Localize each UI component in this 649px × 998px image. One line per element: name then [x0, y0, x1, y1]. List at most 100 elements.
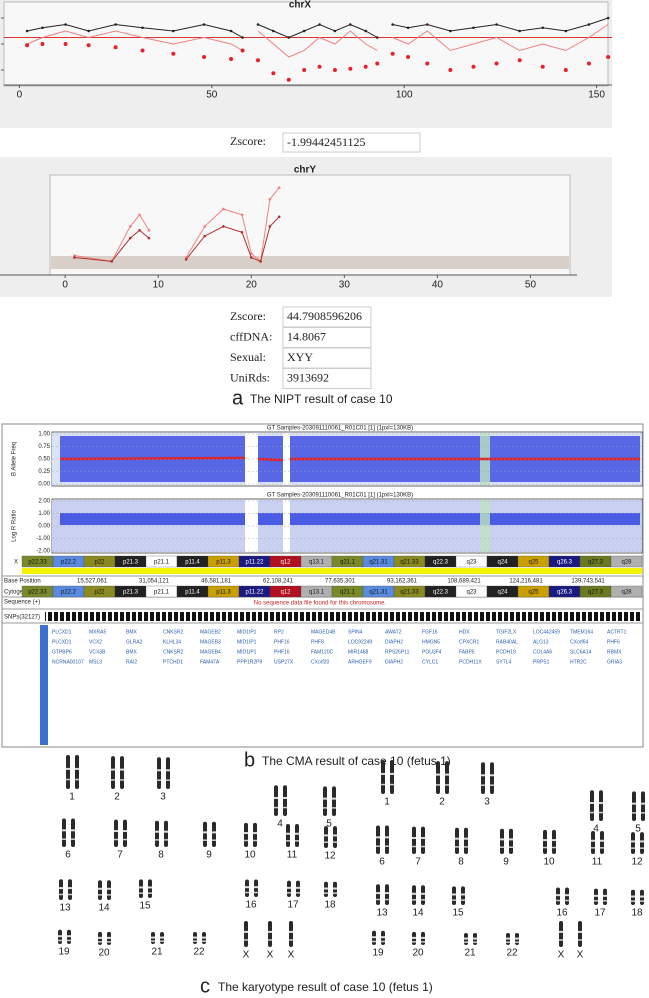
gene-name: PHF16: [274, 649, 290, 655]
chromosome-band: [98, 936, 102, 939]
chromosome-band: [253, 832, 257, 835]
chromosome: [244, 822, 248, 847]
chromosome-number: 12: [324, 851, 336, 862]
gene-name: PHF8: [311, 639, 324, 645]
chromosome-band: [324, 892, 328, 894]
chromosome-band: [157, 769, 161, 772]
series-point: [64, 23, 67, 26]
chromosome: [68, 879, 72, 900]
sequence-label: Sequence (+): [4, 600, 40, 606]
gene-name: BMX: [126, 649, 138, 655]
chromosome-band: [202, 940, 206, 942]
series-point: [541, 26, 545, 30]
chromosome: [333, 826, 337, 848]
ideogram-band-label: q21.31: [369, 560, 388, 566]
series-point: [517, 58, 522, 63]
chromosome-band: [324, 841, 328, 843]
chromosome-number: 7: [117, 850, 123, 861]
base-position: 108,689,421: [447, 579, 481, 585]
ideogram-band-label: q13.1: [309, 560, 325, 566]
chromosome-band: [212, 839, 216, 841]
chromosome-band: [66, 778, 70, 781]
gene-name: KLHL34: [163, 639, 181, 645]
series-point: [472, 26, 475, 30]
chromosome-band: [332, 807, 336, 809]
chry-title: chrY: [294, 165, 317, 176]
gene-name: CNKSR2: [163, 629, 184, 635]
chromosome-band: [543, 846, 547, 849]
chromosome-number: 10: [543, 857, 555, 868]
gene-name: GTPBP6: [52, 649, 72, 655]
chromosome-band: [412, 936, 416, 939]
chromosome-number: 7: [415, 857, 421, 868]
chromosome-number: 15: [452, 908, 464, 919]
chromosome-band: [244, 939, 248, 941]
chromosome-number: 5: [635, 824, 641, 835]
chromosome: [164, 820, 168, 847]
chromosome-band: [640, 847, 644, 849]
chromosome-band: [640, 840, 644, 843]
chromosome-band: [500, 846, 504, 848]
series-point: [138, 213, 141, 217]
chromosome-band: [385, 898, 389, 901]
chromosome: [556, 887, 560, 905]
chromosome: [148, 879, 152, 898]
chromosome-band: [376, 836, 380, 839]
chromosome-band: [473, 937, 477, 940]
chromosome-number: 18: [324, 900, 336, 911]
chromosome-band: [599, 801, 603, 804]
chromosome-band: [59, 893, 63, 896]
gene-name: PLCXD1: [52, 629, 72, 635]
ideogram-band-label: q23: [466, 560, 477, 566]
chromosome-band: [323, 807, 327, 809]
chromosome-band: [565, 899, 569, 902]
chromosome-number: 18: [631, 908, 643, 919]
zscore-value: -1.99442451125: [287, 135, 366, 149]
chromosome-band: [412, 941, 416, 943]
chromosome-band: [594, 900, 598, 902]
chromosome-band: [515, 941, 519, 943]
chromosome-band: [590, 811, 594, 814]
chromosome-band: [600, 847, 604, 849]
chromosome-band: [421, 845, 425, 848]
chry-normal-band: [51, 256, 569, 269]
ideogram-band-label: q25: [528, 560, 539, 566]
chromosome-number: 11: [592, 857, 603, 868]
chromosome-band: [599, 811, 603, 814]
series-point: [471, 64, 476, 69]
gene-name: COL4A6: [533, 649, 552, 655]
chromosome-band: [490, 784, 494, 786]
chromosome-band: [120, 768, 124, 771]
ideogram-band-label: q26.3: [557, 560, 573, 566]
gene-name: TMEM164: [570, 629, 593, 635]
series-point: [449, 29, 452, 33]
chromosome: [283, 785, 287, 816]
x-tick-label: 40: [432, 280, 444, 291]
cyto-band-label: p11.22: [246, 590, 265, 596]
chromosome-band: [452, 893, 456, 896]
series-point: [40, 42, 45, 46]
y-tick-label: 0.00: [38, 482, 50, 488]
chromosome-band: [59, 887, 63, 890]
chromosome: [385, 884, 389, 905]
series-point: [63, 42, 68, 46]
chromosome-band: [139, 892, 143, 894]
cyto-band-label: p22: [94, 590, 105, 596]
chromosome: [509, 828, 513, 854]
chromosome-band: [381, 783, 385, 786]
chromosome-band: [58, 939, 62, 942]
lrr-points: [258, 513, 283, 525]
chromosome-number: 9: [503, 857, 509, 868]
series-point: [606, 16, 610, 20]
series-point: [25, 43, 30, 48]
series-point: [391, 23, 394, 26]
chromosome: [412, 826, 416, 854]
chromosome: [376, 825, 380, 854]
chromosome: [565, 887, 569, 905]
series-point: [494, 61, 499, 66]
y-tick-label: 0.75: [38, 444, 50, 450]
chromosome-number: 22: [193, 947, 205, 958]
series-point: [277, 215, 281, 219]
series-point: [128, 236, 132, 240]
cyto-band-label: p11.3: [216, 590, 231, 596]
